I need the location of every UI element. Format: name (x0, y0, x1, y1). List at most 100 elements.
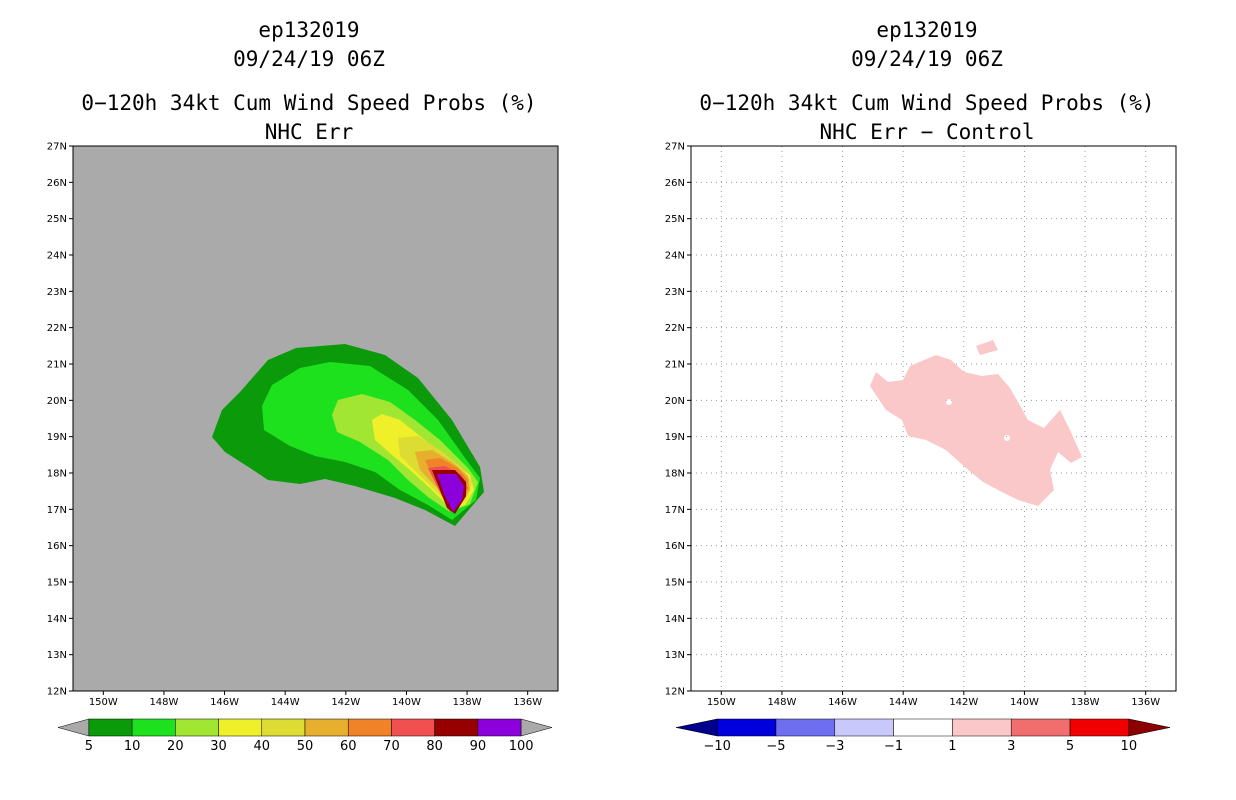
grid-lines (691, 146, 1176, 691)
lat-label: 18N (665, 469, 685, 480)
datetime-title: 09/24/19 06Z (233, 47, 385, 71)
lat-label: 18N (47, 469, 67, 480)
lat-label: 13N (665, 650, 685, 661)
lon-label: 144W (271, 697, 300, 708)
lat-label: 26N (665, 178, 685, 189)
lat-label: 17N (47, 505, 67, 516)
lat-label: 15N (665, 578, 685, 589)
map-border (690, 145, 1177, 692)
lon-label: 136W (513, 697, 542, 708)
lat-label: 16N (47, 541, 67, 552)
colorbar-swatch (775, 718, 836, 737)
lat-label: 24N (47, 251, 67, 262)
subtitle: NHC Err − Control (819, 120, 1035, 144)
lat-label: 23N (665, 287, 685, 298)
product-title: 0−120h 34kt Cum Wind Speed Probs (%) (81, 91, 537, 115)
colorbar-label: 50 (297, 739, 314, 754)
colorbar-label: 60 (340, 739, 357, 754)
colorbar-label: 30 (210, 739, 227, 754)
colorbar-label: −5 (766, 739, 785, 754)
lat-label: 25N (47, 214, 67, 225)
colorbar-swatch (1010, 718, 1071, 737)
lon-label: 138W (453, 697, 482, 708)
colorbar-label: 5 (1066, 739, 1074, 754)
lon-label: 150W (707, 697, 736, 708)
colorbar-label: 3 (1007, 739, 1015, 754)
right-panel: ep132019 09/24/19 06Z 0−120h 34kt Cum Wi… (618, 0, 1236, 800)
lat-label: 25N (665, 214, 685, 225)
lat-label: 24N (665, 251, 685, 262)
colorbar-label: 10 (1121, 739, 1138, 754)
datetime-title: 09/24/19 06Z (851, 47, 1003, 71)
axis-ticks: 27N 26N 25N 24N 23N 22N 21N 20N 19N 18N 17N 16N 15N 1… (665, 142, 1161, 709)
lat-label: 17N (665, 505, 685, 516)
colorbar-under-triangle (675, 718, 718, 737)
colorbar-label: 5 (85, 739, 93, 754)
lat-label: 26N (47, 178, 67, 189)
colorbar-swatch (716, 718, 777, 737)
colorbar-label: 70 (383, 739, 400, 754)
right-map: 27N 26N 25N 24N 23N 22N 21N 20N 19N 18N 17N 16N 15N 1… (665, 142, 1177, 754)
colorbar-swatch (261, 718, 306, 737)
lat-label: 23N (47, 287, 67, 298)
lon-label: 136W (1131, 697, 1160, 708)
lat-label: 27N (665, 142, 685, 153)
lat-label: 12N (47, 687, 67, 698)
colorbar-swatch (175, 718, 219, 737)
colorbar-over-triangle (520, 718, 553, 737)
colorbar-swatch (834, 718, 894, 737)
lat-label: 14N (665, 614, 685, 625)
colorbar-label: 100 (509, 739, 534, 754)
contour-diff-1-to-3 (870, 355, 1082, 506)
lon-label: 142W (949, 697, 978, 708)
lat-label: 27N (47, 142, 67, 153)
colorbar: −10 −5 −3 −1 1 3 5 10 (675, 718, 1171, 754)
colorbar: 5 10 20 30 40 50 60 70 80 90 100 (57, 718, 553, 754)
lat-label: 16N (665, 541, 685, 552)
colorbar-label: −3 (825, 739, 844, 754)
colorbar-swatch (218, 718, 263, 737)
colorbar-swatch (347, 718, 392, 737)
lat-label: 19N (47, 432, 67, 443)
colorbar-swatch (952, 718, 1012, 737)
product-title: 0−120h 34kt Cum Wind Speed Probs (%) (699, 91, 1155, 115)
contour-90 (437, 474, 464, 512)
colorbar-label: −1 (884, 739, 903, 754)
lat-label: 22N (665, 323, 685, 334)
lon-label: 146W (210, 697, 239, 708)
axis-ticks: 27N 26N 25N 24N 23N 22N 21N 20N 19N 18N 17N 16N 15N 1… (47, 142, 543, 709)
lon-label: 148W (767, 697, 796, 708)
lat-label: 19N (665, 432, 685, 443)
lon-label: 138W (1071, 697, 1100, 708)
colorbar-label: 10 (124, 739, 141, 754)
lat-label: 21N (47, 360, 67, 371)
colorbar-swatch (88, 718, 133, 737)
lon-label: 146W (828, 697, 857, 708)
colorbar-under-triangle (57, 718, 90, 737)
lat-label: 12N (665, 687, 685, 698)
colorbar-swatch (477, 718, 522, 737)
colorbar-swatch (1069, 718, 1130, 737)
probability-contours (212, 344, 484, 526)
lat-label: 20N (47, 396, 67, 407)
difference-contours (870, 340, 1082, 506)
lon-label: 150W (89, 697, 118, 708)
colorbar-swatch (391, 718, 435, 737)
lat-label: 20N (665, 396, 685, 407)
lon-label: 140W (392, 697, 421, 708)
left-map: 27N 26N 25N 24N 23N 22N 21N 20N 19N 18N 17N 16N 15N 1… (47, 142, 559, 754)
colorbar-label: 40 (254, 739, 271, 754)
colorbar-swatch (893, 718, 953, 737)
subtitle: NHC Err (264, 120, 354, 144)
lat-label: 14N (47, 614, 67, 625)
lon-label: 144W (889, 697, 918, 708)
colorbar-swatch (131, 718, 176, 737)
lon-label: 148W (149, 697, 178, 708)
colorbar-label: 80 (426, 739, 443, 754)
colorbar-label: 90 (470, 739, 487, 754)
contour-diff-small (976, 340, 998, 355)
colorbar-label: 20 (167, 739, 184, 754)
lat-label: 15N (47, 578, 67, 589)
lon-label: 140W (1010, 697, 1039, 708)
left-panel: ep132019 09/24/19 06Z 0−120h 34kt Cum Wi… (47, 18, 559, 754)
